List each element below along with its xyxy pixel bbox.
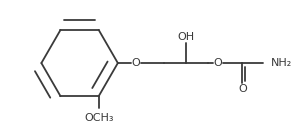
Text: O: O	[131, 58, 140, 68]
Text: OH: OH	[177, 32, 194, 42]
Text: NH₂: NH₂	[271, 58, 292, 68]
Text: O: O	[238, 84, 247, 94]
Text: O: O	[214, 58, 222, 68]
Text: OCH₃: OCH₃	[84, 113, 114, 123]
